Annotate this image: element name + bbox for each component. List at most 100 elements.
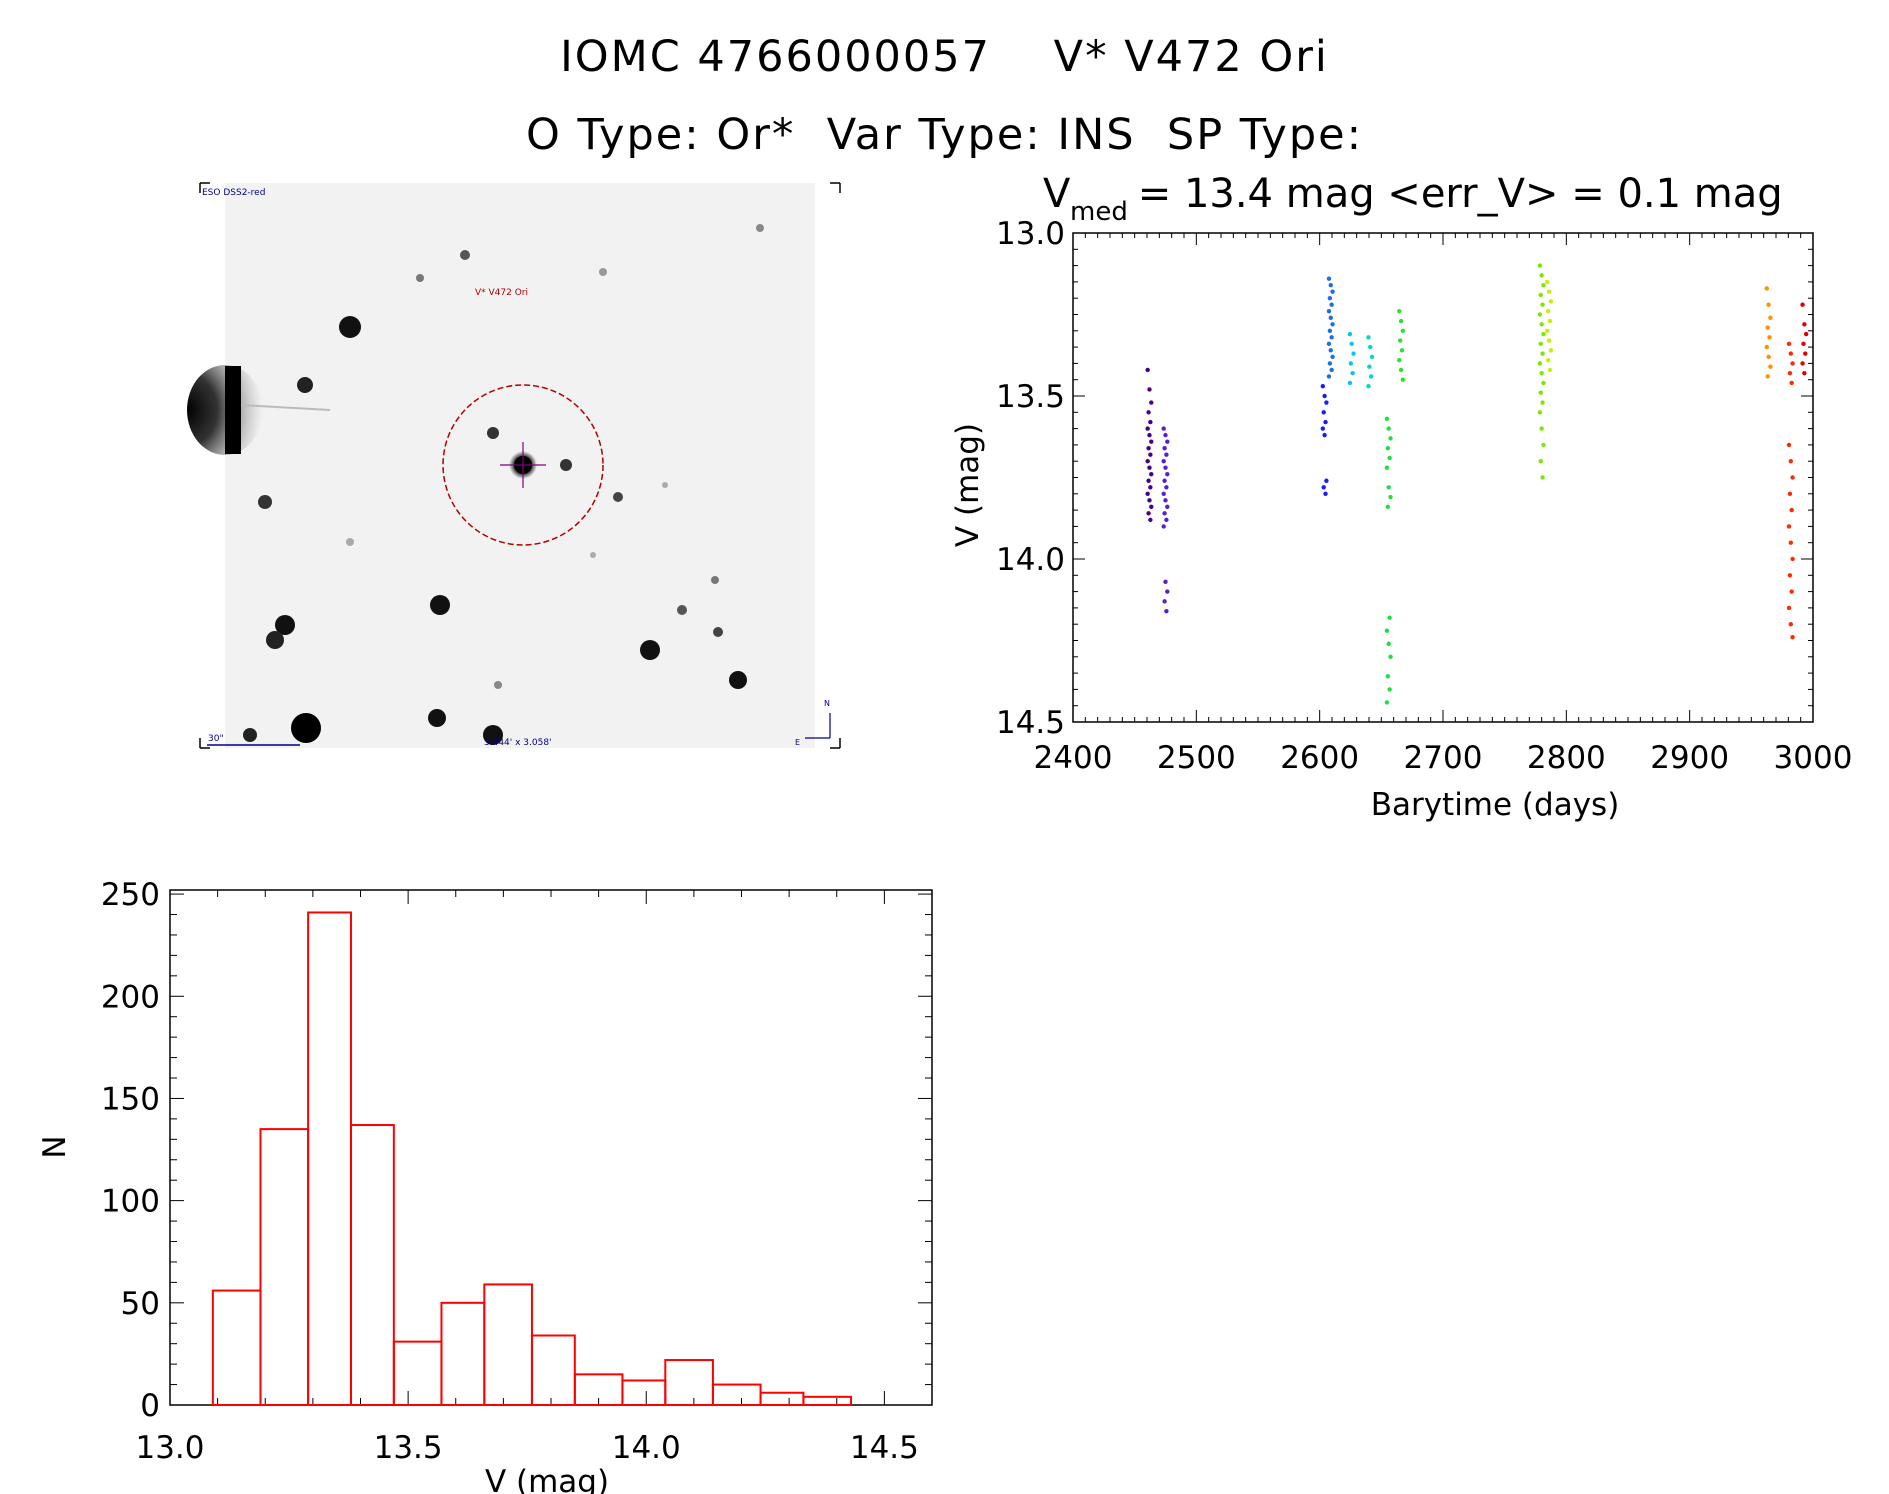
lc-point [1539, 273, 1544, 278]
lc-point [1388, 654, 1393, 659]
lc-point [1398, 367, 1404, 373]
lc-point [1540, 400, 1545, 405]
lc-point [1548, 348, 1554, 353]
lc-point [1538, 390, 1543, 395]
sky-frame-corners [199, 182, 841, 749]
lc-point [1386, 641, 1391, 646]
lc-point [1147, 498, 1152, 503]
lc-point [1165, 472, 1170, 477]
lc-point [1790, 475, 1795, 480]
lc-point [1803, 331, 1809, 337]
hist-ytick-label: 250 [101, 877, 160, 913]
hist-bar [392, 1340, 443, 1407]
hist-axes: 13.0 13.5 14.0 14.5 0 50 100 150 200 250 [101, 877, 933, 1466]
lc-point [1148, 517, 1153, 523]
lc-point [1161, 459, 1166, 464]
lc-point [1368, 374, 1374, 379]
lc-point [1329, 367, 1334, 373]
hist-bar [530, 1334, 576, 1406]
hist-xtick-label: 13.0 [135, 1430, 204, 1466]
lc-point [1327, 328, 1333, 333]
lc-point [1538, 459, 1543, 464]
light-curve-chart: V med = 13.4 mag <err_V> = 0.1 mag 2400 2… [950, 171, 1852, 823]
lc-point [1385, 445, 1391, 451]
lc-point [1388, 436, 1393, 441]
lc-point [1326, 309, 1332, 314]
lc-point [1163, 465, 1168, 470]
lc-xtick-label: 2400 [1034, 740, 1113, 776]
lc-point [1149, 504, 1154, 510]
lc-point [1327, 361, 1333, 366]
lc-title-sub: med [1070, 197, 1128, 227]
plot-title: IOMC 4766000057 V* V472 Ori [560, 32, 1329, 82]
diffraction-spike [240, 404, 331, 411]
lc-point [1326, 276, 1332, 281]
lc-point [1328, 282, 1333, 288]
lc-point [1546, 289, 1552, 294]
lc-point [1541, 442, 1546, 448]
lc-point [1384, 628, 1390, 633]
lc-point [1538, 292, 1543, 298]
lc-point [1789, 507, 1794, 513]
lc-point [1322, 393, 1327, 399]
lc-point [1766, 302, 1771, 307]
sky-right-margin [815, 183, 840, 748]
lc-point [1164, 485, 1169, 490]
lc-point [1328, 315, 1333, 320]
lc-point [1149, 439, 1154, 444]
lc-point [1788, 351, 1794, 356]
lc-point [1540, 475, 1545, 480]
lc-point [1802, 370, 1807, 376]
hist-xtick-label: 14.0 [612, 1430, 681, 1466]
lc-point [1787, 573, 1793, 578]
lc-xtick-label: 2800 [1527, 740, 1606, 776]
lc-point [1788, 540, 1794, 545]
lc-point [1366, 335, 1371, 340]
lc-point [1540, 351, 1545, 356]
lc-point [1146, 445, 1151, 451]
lc-point [1162, 445, 1167, 451]
hist-xlabel: V (mag) [485, 1464, 609, 1494]
lc-point [1164, 608, 1169, 614]
lc-point [1323, 419, 1328, 425]
lc-point [1145, 459, 1150, 464]
lc-point [1321, 410, 1326, 415]
lc-point [1765, 325, 1770, 330]
lc-point [1541, 380, 1546, 386]
lc-point [1538, 341, 1543, 347]
compass-arrows [805, 713, 831, 739]
lc-title-rest: = 13.4 mag <err_V> = 0.1 mag [1125, 171, 1783, 217]
lc-point [1327, 296, 1333, 301]
lc-point [1786, 341, 1792, 347]
lc-point [1148, 485, 1153, 490]
lc-point [1539, 370, 1544, 376]
lc-point [1767, 335, 1772, 340]
lc-point [1537, 410, 1543, 415]
hist-bar [440, 1301, 486, 1407]
lc-point [1148, 452, 1153, 457]
lc-point [1162, 511, 1167, 516]
lc-point [1384, 465, 1390, 470]
lc-point [1330, 354, 1335, 360]
lc-point [1163, 498, 1168, 503]
lc-point [1539, 322, 1544, 327]
lc-point [1165, 504, 1170, 510]
lc-point [1545, 328, 1550, 333]
lc-point [1348, 361, 1354, 366]
lc-point [1387, 615, 1392, 620]
lc-point [1541, 282, 1546, 288]
lc-point [1145, 491, 1150, 496]
lc-point [1384, 700, 1390, 705]
lc-point [1801, 341, 1806, 347]
lc-point [1149, 400, 1154, 405]
hist-bar [307, 911, 352, 1406]
lc-point [1148, 419, 1153, 425]
lc-point [1328, 348, 1333, 353]
lc-point [1320, 384, 1326, 389]
lc-points [1145, 263, 1809, 705]
lc-point [1163, 432, 1168, 438]
compass-north-label: N [824, 699, 830, 708]
lc-point [1146, 478, 1151, 483]
lc-point [1790, 361, 1795, 366]
